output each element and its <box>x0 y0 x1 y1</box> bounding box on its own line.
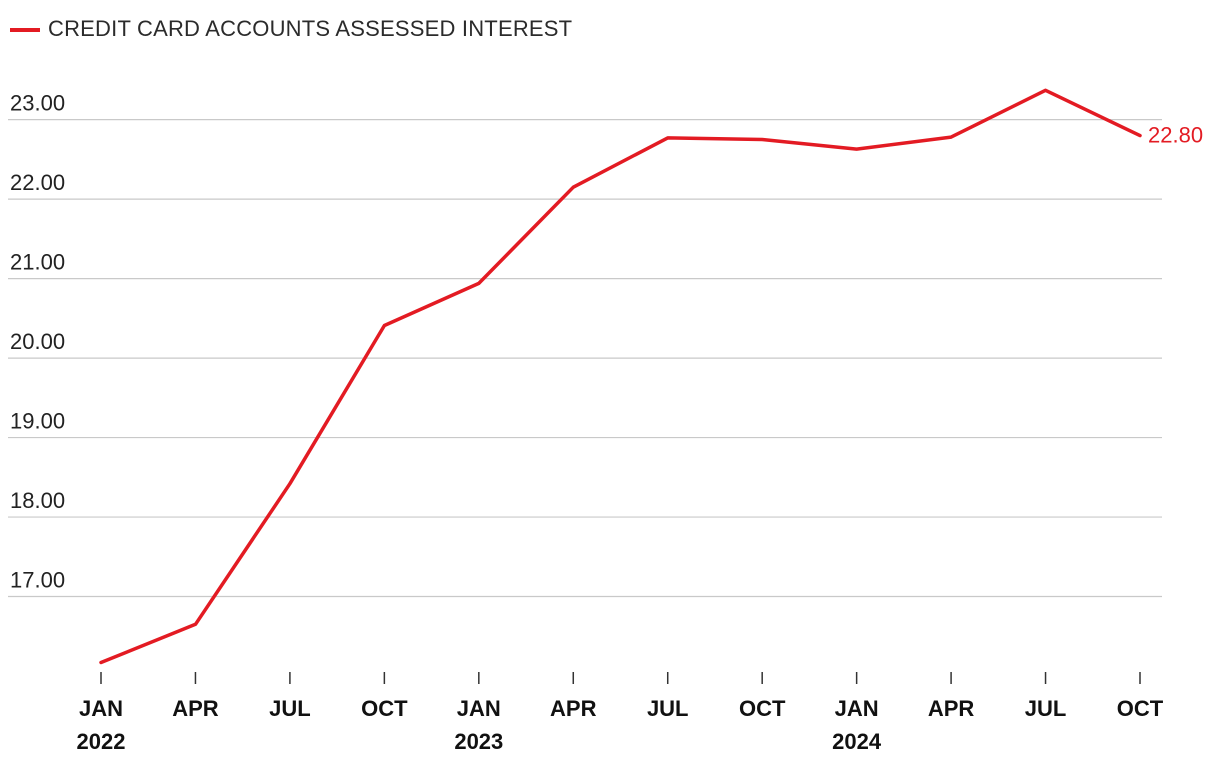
x-tick-label: JUL <box>1025 696 1067 721</box>
x-tick-label: APR <box>928 696 975 721</box>
x-tick-label: OCT <box>1117 696 1164 721</box>
x-tick-label: APR <box>550 696 597 721</box>
y-tick-label: 22.00 <box>10 170 65 195</box>
x-tick-label: JAN <box>835 696 879 721</box>
x-tick-label: JAN <box>457 696 501 721</box>
x-tick-label: JAN <box>79 696 123 721</box>
series-line <box>99 88 1142 665</box>
legend-swatch <box>10 28 40 32</box>
x-tick-year-label: 2023 <box>454 729 503 754</box>
y-tick-label: 18.00 <box>10 488 65 513</box>
x-tick-year-label: 2024 <box>832 729 882 754</box>
x-tick-label: OCT <box>361 696 408 721</box>
x-tick-label: JUL <box>269 696 311 721</box>
y-tick-label: 19.00 <box>10 409 65 434</box>
x-tick-label: OCT <box>739 696 786 721</box>
y-tick-label: 21.00 <box>10 250 65 275</box>
end-value-label: 22.80 <box>1148 123 1203 148</box>
y-tick-label: 17.00 <box>10 568 65 593</box>
x-tick-label: JUL <box>647 696 689 721</box>
y-tick-label: 23.00 <box>10 91 65 116</box>
y-tick-label: 20.00 <box>10 329 65 354</box>
legend-label: CREDIT CARD ACCOUNTS ASSESSED INTEREST <box>48 16 573 41</box>
x-tick-year-label: 2022 <box>77 729 126 754</box>
x-tick-label: APR <box>172 696 219 721</box>
